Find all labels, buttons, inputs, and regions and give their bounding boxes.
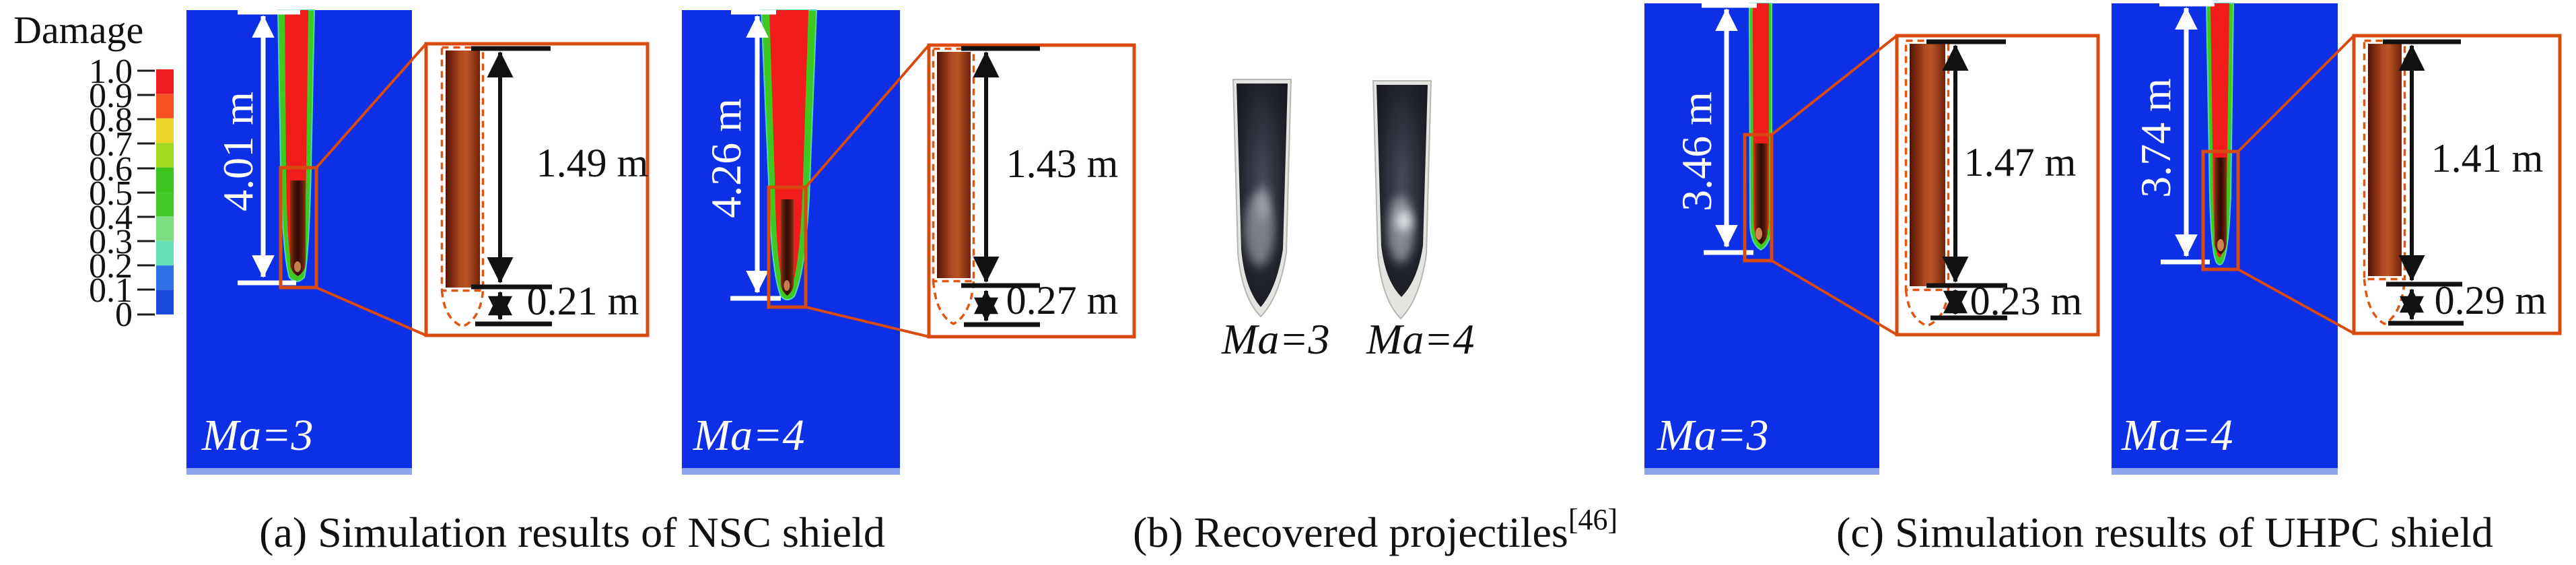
caption-b-reference: [46]	[1568, 503, 1617, 536]
shield-bottom-edge	[682, 468, 900, 475]
legend-tick-label: 0.3	[89, 223, 133, 261]
colorbar-segment	[156, 118, 174, 143]
depth-label: 3.74 m	[2132, 78, 2180, 198]
legend-tick-labels: 1.0 0.9 0.8 0.7 0.6 0.5 0.4 0.3 0.2 0.1 …	[89, 53, 133, 334]
panel-uhpc-ma3: 3.46 m Ma=3	[1644, 3, 1898, 475]
shield-bottom-edge	[1644, 468, 1879, 475]
photo-highlight	[1257, 185, 1269, 220]
colorbar-segment	[156, 143, 174, 168]
legend-tick-marks	[137, 69, 155, 316]
panel-nsc-ma3: 4.01 m Ma=3	[186, 9, 427, 475]
colorbar-segment	[156, 192, 174, 217]
panel-uhpc-ma4: 3.74 m Ma=4	[2112, 1, 2355, 475]
residual-length-label: 1.47 m	[1964, 140, 2077, 185]
colorbar-segment	[156, 240, 174, 266]
shield-bottom-edge	[186, 468, 412, 475]
residual-projectile	[446, 51, 480, 288]
caption-b: (b) Recovered projectiles[46]	[1133, 503, 1617, 556]
eroded-length-label: 0.23 m	[1970, 279, 2083, 323]
colorbar-segment	[156, 94, 174, 119]
legend-tick-label: 0.6	[89, 150, 133, 189]
zoom-source-box	[2201, 149, 2240, 271]
zoom-connector-top	[804, 44, 930, 189]
inset-uhpc-ma3: 1.47 m 0.23 m	[1895, 34, 2100, 337]
zoom-connector-top	[1770, 34, 1898, 136]
legend-tick-label: 0.9	[89, 77, 133, 115]
legend-tick-label: 0.8	[89, 101, 133, 139]
legend-tick-label: 0.5	[89, 174, 133, 213]
mach-label: Ma=3	[201, 411, 314, 460]
eroded-length-label: 0.29 m	[2435, 278, 2547, 323]
legend-tick-label: 0.2	[89, 247, 133, 286]
zoom-connector-top	[2237, 34, 2355, 153]
legend-title: Damage	[13, 8, 143, 52]
legend-colorbar	[156, 69, 174, 314]
original-outline-dashed	[932, 47, 975, 283]
shield-bottom-edge	[2112, 468, 2338, 475]
projectile-nose-highlight	[784, 280, 790, 291]
inset-nsc-ma3: 1.49 m 0.21 m	[424, 42, 650, 337]
projectile-nose-highlight	[294, 261, 301, 272]
caption-b-text: (b) Recovered projectiles	[1133, 508, 1568, 556]
inset-uhpc-ma4: 1.41 m 0.29 m	[2352, 34, 2562, 335]
colorbar-segment	[156, 216, 174, 241]
residual-length-label: 1.49 m	[536, 141, 649, 185]
residual-projectile	[937, 52, 971, 278]
legend-tick-label: 0.7	[89, 125, 133, 164]
colorbar-segment	[156, 290, 174, 314]
damage-legend: Damage 1.0 0.9 0.8 0.7 0.6 0.5 0.4 0.3 0…	[13, 8, 174, 334]
residual-projectile	[1910, 44, 1945, 286]
depth-label: 4.26 m	[702, 98, 750, 218]
colorbar-segment	[156, 69, 174, 94]
legend-tick-label: 0	[115, 296, 133, 334]
eroded-nose-dashed	[440, 290, 485, 328]
residual-length-label: 1.41 m	[2431, 136, 2544, 180]
depth-label: 3.46 m	[1673, 92, 1720, 211]
projectile-nose-highlight	[2217, 239, 2224, 251]
embedded-projectile	[2215, 158, 2227, 255]
recovered-projectiles: Ma=3 Ma=4	[1221, 79, 1475, 363]
zoom-connector-bottom	[1770, 259, 1898, 336]
zoom-connector-bottom	[316, 286, 427, 337]
photo-mach-label-ma3: Ma=3	[1221, 315, 1330, 363]
eroded-nose-dashed	[932, 281, 975, 325]
inset-nsc-ma4: 1.43 m 0.27 m	[927, 43, 1136, 339]
zoom-source-box	[279, 166, 318, 290]
colorbar-segment	[156, 167, 174, 192]
original-outline-dashed	[440, 46, 485, 292]
colorbar-segment	[156, 265, 174, 290]
zoom-connector-top	[315, 42, 427, 169]
mach-label: Ma=4	[2121, 411, 2233, 460]
embedded-projectile	[1755, 143, 1768, 244]
damage-channel-red	[769, 10, 808, 291]
legend-tick-label: 0.4	[89, 199, 133, 237]
mach-label: Ma=3	[1657, 411, 1769, 460]
legend-tick-label: 0.1	[89, 271, 133, 310]
zoom-source-box	[767, 185, 808, 309]
embedded-projectile	[290, 180, 306, 276]
zoom-connector-bottom	[2237, 268, 2355, 335]
zoom-connector-bottom	[805, 306, 930, 338]
photo-mach-label-ma4: Ma=4	[1366, 315, 1475, 363]
residual-length-label: 1.43 m	[1006, 141, 1119, 186]
eroded-length-label: 0.21 m	[527, 279, 639, 323]
caption-c: (c) Simulation results of UHPC shield	[1836, 508, 2493, 556]
legend-tick-label: 1.0	[89, 53, 133, 91]
panel-nsc-ma4: 4.26 m Ma=4	[682, 9, 930, 475]
caption-a: (a) Simulation results of NSC shield	[259, 508, 885, 556]
depth-label: 4.01 m	[214, 92, 262, 211]
residual-projectile	[2368, 44, 2402, 276]
projectile-nose-highlight	[1755, 228, 1762, 240]
photo-highlight	[1397, 211, 1412, 231]
mach-label: Ma=4	[693, 411, 805, 460]
original-outline-dashed	[2363, 39, 2406, 281]
captions: (a) Simulation results of NSC shield (b)…	[259, 503, 2493, 556]
zoom-source-box	[1743, 133, 1774, 263]
embedded-projectile	[781, 199, 794, 296]
eroded-length-label: 0.27 m	[1006, 278, 1119, 323]
